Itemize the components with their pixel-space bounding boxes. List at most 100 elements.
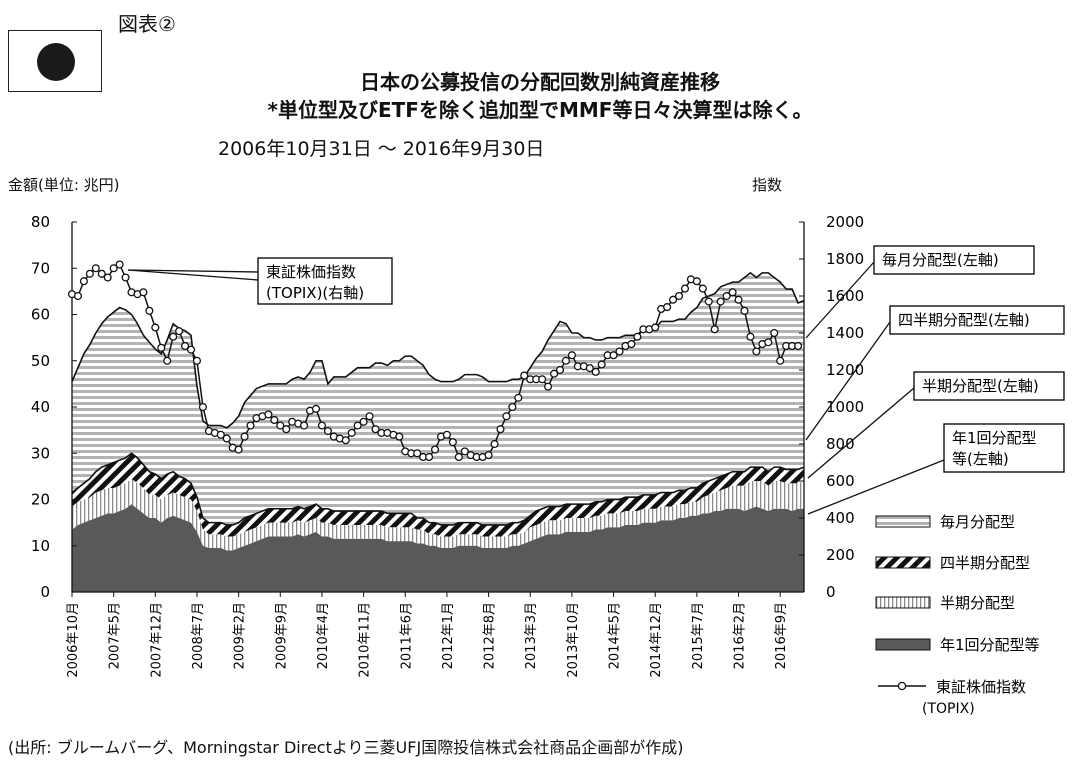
topix-point [216, 430, 225, 439]
annotation-annual: 年1回分配型等(左軸) [807, 423, 1065, 515]
topix-point [746, 332, 755, 341]
y-axis-right-label: 指数 [752, 176, 783, 194]
x-tick-label: 2016年2月 [733, 602, 748, 669]
topix-point [246, 421, 255, 430]
topix-point [359, 417, 368, 426]
annotation-text: 毎月分配型(左軸) [882, 251, 999, 269]
topix-point [740, 306, 749, 315]
y-left-tick-label: 0 [40, 583, 50, 601]
legend-label: 四半期分配型 [940, 554, 1030, 572]
topix-point [776, 356, 785, 365]
annotation-leader-line [807, 459, 945, 515]
topix-point [115, 260, 124, 269]
topix-point [430, 445, 440, 454]
y-left-tick-label: 70 [31, 259, 50, 277]
x-tick-label: 2008年7月 [191, 602, 206, 669]
topix-point [73, 291, 82, 301]
topix-point [561, 356, 570, 365]
topix-point [716, 297, 725, 306]
topix-point [496, 425, 505, 434]
topix-point [425, 452, 434, 462]
legend-monthly: 毎月分配型 [875, 513, 1015, 531]
x-tick-label: 2010年11月 [358, 602, 373, 678]
topix-point [395, 432, 404, 441]
legend-semiannual: 半期分配型 [875, 594, 1015, 612]
area-semiannual [72, 478, 804, 551]
chart-subtitle: *単位型及びETFを除く追加型でMMF等日々決算型は除く。 [267, 98, 813, 122]
legend-label-sub: (TOPIX) [922, 701, 975, 717]
x-tick-label: 2013年3月 [524, 602, 539, 669]
annotation-box [943, 423, 1065, 473]
topix-point [353, 421, 362, 430]
legend-label: 年1回分配型等 [940, 636, 1040, 654]
topix-point [198, 402, 207, 412]
topix-point [502, 412, 511, 421]
topix-point [270, 415, 279, 425]
x-tick-label: 2011年6月 [399, 602, 414, 669]
flag-red-circle [37, 43, 75, 81]
topix-point [555, 365, 565, 375]
annotation-box [873, 245, 1035, 275]
annotation-monthly: 毎月分配型(左軸) [805, 245, 1035, 339]
topix-point [651, 323, 660, 332]
y-right-tick-label: 1600 [826, 287, 864, 305]
annotation-text: 半期分配型(左軸) [922, 377, 1039, 395]
y-right-tick-label: 2000 [826, 213, 864, 231]
legend-quarterly: 四半期分配型 [875, 554, 1030, 572]
topix-point [728, 288, 737, 297]
topix-point [544, 382, 553, 391]
topix-point [484, 451, 493, 460]
topix-series [67, 260, 803, 462]
annotation-text: 等(左軸) [952, 450, 1009, 468]
x-tick-label: 2009年9月 [274, 602, 289, 669]
annotation-semiannual: 半期分配型(左軸) [807, 371, 1065, 479]
topix-point [710, 325, 719, 334]
topix-point [192, 356, 202, 365]
topix-point [103, 273, 112, 282]
y-right-tick-label: 400 [826, 509, 855, 527]
topix-point [323, 426, 332, 436]
topix-point [413, 449, 422, 458]
area-layers [71, 271, 805, 592]
topix-point [663, 303, 672, 312]
topix-point [365, 412, 374, 421]
x-tick-label: 2006年10月 [66, 602, 81, 678]
topix-point [508, 402, 517, 412]
y-left-tick-label: 80 [31, 213, 50, 231]
topix-point [157, 343, 166, 352]
legend-label: 半期分配型 [940, 594, 1015, 612]
topix-point [234, 445, 243, 454]
legend-label: 東証株価指数 [936, 678, 1026, 696]
legend-topix: 東証株価指数 (TOPIX) [878, 678, 1026, 717]
topix-point [567, 351, 576, 360]
annotation-leader-line [127, 269, 259, 273]
topix-point [514, 393, 523, 402]
topix-point [764, 338, 773, 347]
topix-point [770, 328, 779, 338]
annotation-box [913, 371, 1065, 401]
topix-point [97, 269, 106, 278]
x-tick-label: 2012年8月 [483, 602, 498, 669]
topix-point [85, 269, 94, 278]
topix-point [585, 364, 594, 373]
topix-point [633, 332, 642, 341]
area-quarterly-outline [71, 452, 805, 526]
figure-label: 図表② [118, 12, 176, 36]
y-right-tick-label: 800 [826, 435, 855, 453]
topix-point [669, 295, 678, 304]
x-tick-label: 2015年7月 [691, 602, 706, 669]
x-tick-label: 2007年12月 [149, 602, 164, 678]
x-tick-label: 2007年5月 [108, 602, 123, 669]
topix-point [454, 452, 463, 462]
annotations: 東証株価指数 (TOPIX)(右軸) 毎月分配型(左軸) 四半期分配型(左軸) 半期分配… [127, 245, 1065, 515]
y-right-tick-label: 200 [826, 546, 855, 564]
y-right-tick-label: 1400 [826, 324, 864, 342]
topix-point [300, 421, 309, 430]
annotation-quarterly: 四半期分配型(左軸) [805, 305, 1065, 441]
legend-swatch [875, 638, 931, 651]
topix-point [460, 447, 469, 456]
annotation-leader-line [127, 269, 259, 281]
japan-flag-icon [8, 30, 102, 92]
topix-point [448, 438, 457, 447]
